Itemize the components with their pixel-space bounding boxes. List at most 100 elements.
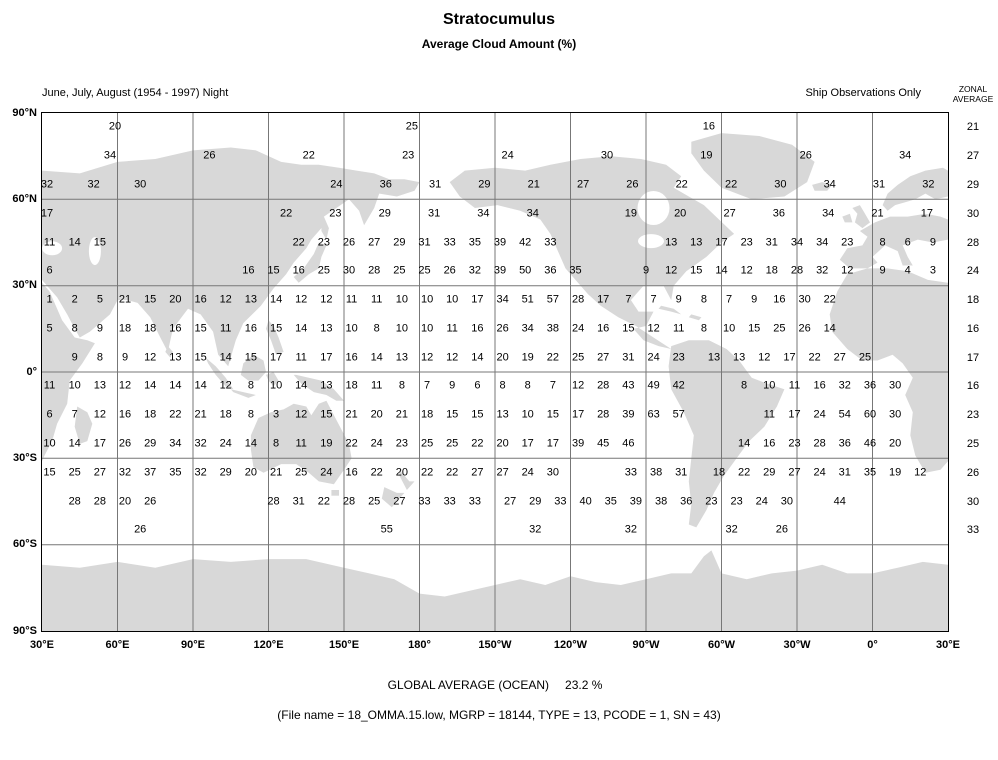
grid-value: 14 bbox=[823, 322, 836, 335]
page-subtitle: Average Cloud Amount (%) bbox=[421, 37, 577, 51]
file-info-label: (File name = 18_OMMA.15.low, MGRP = 1814… bbox=[277, 708, 721, 722]
grid-value: 31 bbox=[838, 466, 851, 479]
grid-value: 35 bbox=[468, 236, 482, 248]
grid-value: 25 bbox=[405, 120, 419, 133]
zonal-average-value: 30 bbox=[966, 495, 980, 508]
land-shape bbox=[842, 213, 853, 223]
grid-value: 3 bbox=[273, 408, 280, 421]
grid-value: 22 bbox=[279, 207, 293, 220]
grid-value: 34 bbox=[496, 293, 509, 306]
y-axis: 90°N 60°N 30°N 0° 30°S 60°S 90°S bbox=[0, 107, 37, 637]
grid-value: 28 bbox=[342, 495, 356, 507]
grid-value: 8 bbox=[247, 408, 254, 421]
grid-value: 18 bbox=[144, 322, 157, 335]
grid-value: 25 bbox=[571, 351, 585, 364]
grid-value: 12 bbox=[219, 379, 232, 392]
grid-value: 30 bbox=[342, 264, 356, 277]
land-shape bbox=[74, 406, 93, 444]
x-axis-label: 0° bbox=[867, 639, 878, 651]
zonal-average-value: 29 bbox=[966, 178, 980, 191]
grid-value: 18 bbox=[712, 466, 726, 479]
grid-value: 21 bbox=[194, 408, 207, 421]
grid-value: 22 bbox=[292, 236, 305, 248]
grid-value: 12 bbox=[446, 351, 459, 364]
grid-value: 25 bbox=[68, 466, 81, 479]
grid-value: 17 bbox=[597, 293, 610, 306]
grid-value: 29 bbox=[478, 178, 491, 191]
grid-value: 15 bbox=[748, 322, 761, 335]
grid-value: 8 bbox=[373, 322, 380, 335]
grid-value: 11 bbox=[672, 322, 685, 335]
zonal-average-value: 28 bbox=[966, 236, 980, 249]
grid-value: 34 bbox=[521, 322, 534, 335]
y-axis-label: 90°N bbox=[12, 106, 37, 119]
grid-value: 32 bbox=[118, 466, 132, 479]
grid-value: 6 bbox=[46, 408, 53, 421]
grid-value: 22 bbox=[737, 466, 751, 479]
grid-value: 16 bbox=[169, 322, 182, 335]
grid-value: 10 bbox=[420, 293, 434, 306]
x-axis-label: 60°W bbox=[707, 639, 736, 651]
grid-value: 8 bbox=[524, 379, 531, 392]
sea-cutout bbox=[638, 234, 664, 249]
grid-value: 35 bbox=[169, 466, 182, 479]
x-axis-label: 60°E bbox=[105, 639, 130, 651]
land-shape bbox=[399, 469, 415, 490]
grid-value: 33 bbox=[418, 495, 431, 507]
grid-value: 14 bbox=[68, 437, 81, 450]
grid-value: 12 bbox=[219, 293, 232, 306]
grid-value: 38 bbox=[654, 495, 668, 507]
grid-value: 26 bbox=[443, 264, 456, 277]
grid-value: 14 bbox=[68, 236, 81, 248]
grid-value: 26 bbox=[144, 495, 157, 507]
grid-value: 10 bbox=[43, 437, 56, 450]
land-shape bbox=[165, 346, 173, 358]
grid-value: 27 bbox=[788, 466, 801, 479]
grid-value: 14 bbox=[144, 379, 157, 392]
grid-value: 15 bbox=[690, 264, 703, 277]
grid-value: 17 bbox=[788, 408, 801, 421]
grid-value: 11 bbox=[43, 379, 56, 392]
grid-value: 23 bbox=[317, 236, 331, 248]
grid-value: 14 bbox=[737, 437, 751, 450]
grid-value: 18 bbox=[345, 379, 358, 392]
grid-value: 22 bbox=[317, 495, 331, 507]
grid-value: 45 bbox=[597, 437, 610, 450]
grid-value: 16 bbox=[242, 264, 255, 277]
grid-value: 8 bbox=[879, 236, 886, 248]
grid-value: 28 bbox=[368, 264, 381, 277]
grid-value: 20 bbox=[169, 293, 182, 306]
grid-value: 10 bbox=[420, 322, 434, 335]
land-shape bbox=[321, 216, 329, 240]
zonal-header-line1: ZONAL bbox=[958, 84, 988, 94]
grid-value: 20 bbox=[244, 466, 258, 479]
land-shape bbox=[691, 133, 815, 200]
grid-value: 13 bbox=[395, 351, 409, 364]
grid-value: 50 bbox=[519, 264, 532, 277]
grid-value: 17 bbox=[269, 351, 283, 364]
zonal-average-value: 16 bbox=[966, 322, 980, 335]
grid-value: 9 bbox=[751, 293, 758, 306]
grid-value: 27 bbox=[723, 207, 736, 220]
grid-value: 22 bbox=[546, 351, 560, 364]
grid-value: 27 bbox=[833, 351, 846, 364]
grid-value: 11 bbox=[446, 322, 458, 335]
grid-value: 14 bbox=[295, 379, 308, 392]
land-shape bbox=[812, 182, 833, 191]
grid-value: 32 bbox=[529, 523, 542, 536]
grid-value: 27 bbox=[503, 495, 517, 507]
grid-value: 32 bbox=[838, 379, 851, 392]
grid-value: 54 bbox=[838, 408, 851, 421]
x-axis-label: 180° bbox=[408, 639, 431, 651]
grid-value: 16 bbox=[194, 293, 207, 306]
grid-value: 11 bbox=[345, 293, 358, 306]
grid-value: 30 bbox=[134, 178, 147, 191]
grid-value: 11 bbox=[763, 408, 776, 421]
grid-value: 20 bbox=[370, 408, 383, 421]
grid-value: 5 bbox=[96, 293, 103, 306]
grid-value: 14 bbox=[219, 351, 232, 364]
grid-value: 9 bbox=[642, 264, 650, 277]
grid-value: 23 bbox=[402, 149, 415, 162]
zonal-header-line2: AVERAGE bbox=[952, 94, 994, 104]
grid-value: 63 bbox=[647, 408, 660, 421]
